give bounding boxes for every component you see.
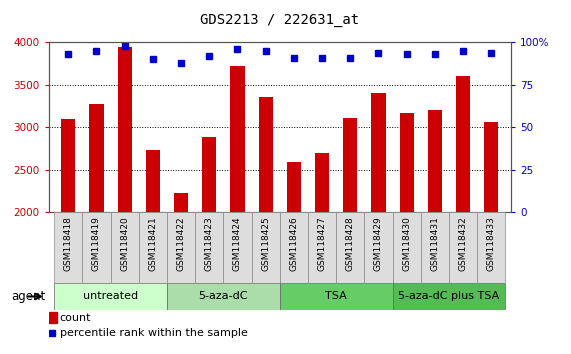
Text: GSM118430: GSM118430 <box>402 216 411 271</box>
Bar <box>393 212 421 283</box>
Bar <box>49 312 57 323</box>
Bar <box>421 212 449 283</box>
Bar <box>111 212 139 283</box>
Text: GSM118418: GSM118418 <box>64 216 73 271</box>
Text: GSM118429: GSM118429 <box>374 216 383 271</box>
Bar <box>259 97 273 212</box>
Text: GSM118422: GSM118422 <box>176 216 186 270</box>
Bar <box>54 212 82 283</box>
Bar <box>400 113 414 212</box>
Bar <box>449 212 477 283</box>
Text: GSM118433: GSM118433 <box>487 216 496 271</box>
Bar <box>280 283 393 310</box>
Bar <box>477 212 505 283</box>
Bar <box>372 93 385 212</box>
Text: GSM118424: GSM118424 <box>233 216 242 270</box>
Bar <box>343 118 357 212</box>
Text: agent: agent <box>11 290 45 303</box>
Bar <box>428 110 442 212</box>
Text: GSM118428: GSM118428 <box>346 216 355 271</box>
Text: GSM118421: GSM118421 <box>148 216 158 271</box>
Bar <box>202 137 216 212</box>
Bar <box>231 66 244 212</box>
Text: GSM118431: GSM118431 <box>431 216 440 271</box>
Text: 5-aza-dC: 5-aza-dC <box>199 291 248 302</box>
Bar <box>252 212 280 283</box>
Text: GSM118426: GSM118426 <box>289 216 299 271</box>
Bar <box>167 212 195 283</box>
Bar <box>315 153 329 212</box>
Bar <box>90 104 103 212</box>
Text: GDS2213 / 222631_at: GDS2213 / 222631_at <box>200 12 359 27</box>
Bar <box>364 212 393 283</box>
Bar <box>287 162 301 212</box>
Bar <box>54 283 167 310</box>
Bar <box>456 76 470 212</box>
Text: TSA: TSA <box>325 291 347 302</box>
Bar <box>82 212 111 283</box>
Bar <box>308 212 336 283</box>
Bar <box>223 212 252 283</box>
Bar <box>61 119 75 212</box>
Bar <box>195 212 223 283</box>
Text: GSM118427: GSM118427 <box>317 216 327 271</box>
Bar <box>336 212 364 283</box>
Bar <box>174 193 188 212</box>
Bar <box>118 47 132 212</box>
Text: GSM118432: GSM118432 <box>459 216 468 271</box>
Text: GSM118420: GSM118420 <box>120 216 129 271</box>
Bar <box>393 283 505 310</box>
Text: untreated: untreated <box>83 291 138 302</box>
Text: 5-aza-dC plus TSA: 5-aza-dC plus TSA <box>399 291 500 302</box>
Text: GSM118423: GSM118423 <box>205 216 214 271</box>
Text: GSM118419: GSM118419 <box>92 216 101 271</box>
Bar <box>146 150 160 212</box>
Bar <box>167 283 280 310</box>
Bar <box>484 122 498 212</box>
Bar <box>280 212 308 283</box>
Text: percentile rank within the sample: percentile rank within the sample <box>60 328 248 338</box>
Text: count: count <box>60 313 91 322</box>
Text: GSM118425: GSM118425 <box>261 216 270 271</box>
Bar <box>139 212 167 283</box>
